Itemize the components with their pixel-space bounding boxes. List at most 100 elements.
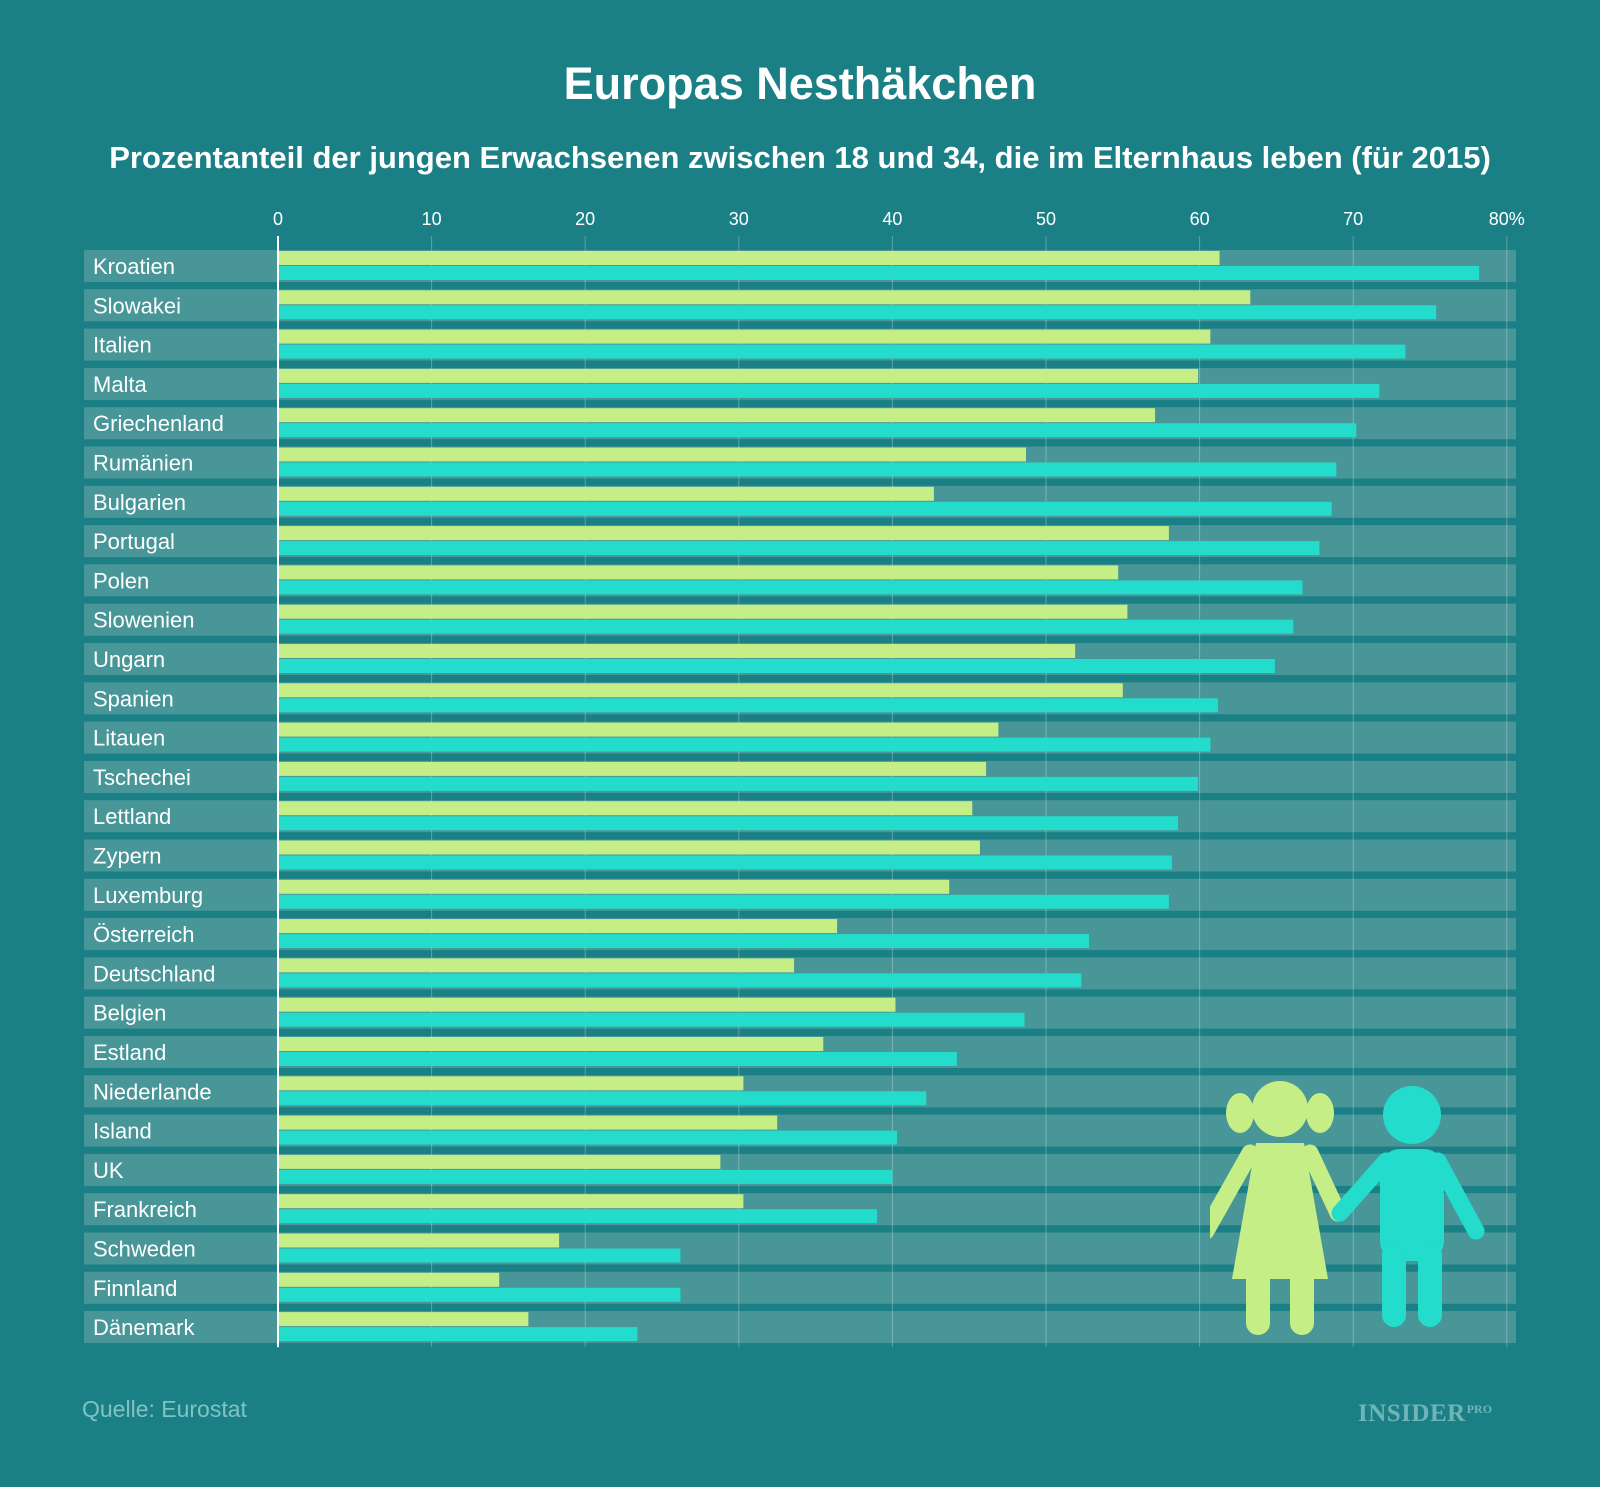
- category-labels: Kroatien Slowakei Italien Malta Griechenland…: [93, 254, 224, 1340]
- category-label: Deutschland: [93, 961, 215, 986]
- category-label: UK: [93, 1158, 124, 1183]
- bar-series-b: [278, 1130, 898, 1145]
- category-label: Tschechei: [93, 765, 191, 790]
- x-tick-label: 40: [882, 209, 902, 229]
- bar-series-b: [278, 698, 1219, 713]
- category-label: Island: [93, 1119, 152, 1144]
- category-label: Italien: [93, 333, 152, 358]
- bar-series-b: [278, 580, 1303, 595]
- x-tick-label: 80%: [1489, 209, 1525, 229]
- bar-series-a: [278, 526, 1169, 541]
- bar-series-a: [278, 408, 1156, 423]
- bar-series-a: [278, 879, 950, 894]
- category-label: Luxemburg: [93, 883, 203, 908]
- bar-series-b: [278, 383, 1380, 398]
- bar-series-b: [278, 305, 1437, 320]
- category-label: Bulgarien: [93, 490, 186, 515]
- x-tick-label: 50: [1036, 209, 1056, 229]
- category-label: Finnland: [93, 1276, 177, 1301]
- bar-series-b: [278, 816, 1179, 831]
- bar-series-a: [278, 1115, 778, 1130]
- bar-series-b: [278, 934, 1090, 949]
- bar-series-a: [278, 251, 1220, 265]
- bar-series-a: [278, 329, 1211, 344]
- bar-series-a: [278, 565, 1119, 580]
- bar-series-a: [278, 1154, 721, 1169]
- chart-subtitle: Prozentanteil der jungen Erwachsenen zwi…: [109, 140, 1491, 175]
- category-label: Griechenland: [93, 411, 224, 436]
- bar-series-b: [278, 1209, 878, 1224]
- bar-series-b: [278, 541, 1320, 556]
- chart-title: Europas Nesthäkchen: [563, 58, 1037, 109]
- axis-tick-labels: 0 10 20 30 40 50 60 70 80%: [273, 209, 1525, 229]
- x-tick-label: 20: [575, 209, 595, 229]
- bar-series-a: [278, 761, 987, 776]
- bar-series-b: [278, 501, 1332, 516]
- bar-series-b: [278, 1091, 927, 1106]
- bar-series-b: [278, 1327, 638, 1342]
- bar-series-b: [278, 973, 1082, 988]
- bar-series-a: [278, 1194, 744, 1209]
- category-label: Ungarn: [93, 647, 165, 672]
- category-label: Slowenien: [93, 608, 195, 633]
- bar-series-a: [278, 997, 896, 1012]
- category-label: Kroatien: [93, 254, 175, 279]
- bar-series-b: [278, 423, 1357, 438]
- category-label: Lettland: [93, 804, 171, 829]
- bar-series-b: [278, 619, 1294, 634]
- bar-series-a: [278, 919, 838, 934]
- x-tick-label: 0: [273, 209, 283, 229]
- category-label: Slowakei: [93, 293, 181, 318]
- bar-series-a: [278, 722, 999, 737]
- x-tick-label: 30: [729, 209, 749, 229]
- bars: [278, 251, 1480, 1342]
- category-label: Belgien: [93, 1001, 166, 1026]
- category-label: Zypern: [93, 844, 161, 869]
- category-label: Österreich: [93, 922, 194, 947]
- bar-series-a: [278, 958, 795, 973]
- category-label: Spanien: [93, 686, 174, 711]
- bar-series-b: [278, 1052, 957, 1066]
- bar-series-b: [278, 776, 1199, 791]
- bar-series-a: [278, 486, 934, 501]
- category-label: Frankreich: [93, 1197, 197, 1222]
- bar-series-b: [278, 1287, 681, 1302]
- bar-series-a: [278, 1037, 824, 1051]
- bar-series-b: [278, 1248, 681, 1263]
- bar-series-b: [278, 855, 1172, 870]
- bar-series-b: [278, 894, 1169, 909]
- source-note: Quelle: Eurostat: [82, 1396, 247, 1422]
- bar-series-a: [278, 644, 1076, 658]
- category-label: Malta: [93, 372, 148, 397]
- x-tick-label: 10: [422, 209, 442, 229]
- bar-series-a: [278, 447, 1027, 462]
- brand-name: INSIDER: [1358, 1400, 1466, 1427]
- bar-series-a: [278, 290, 1251, 305]
- bar-series-a: [278, 801, 973, 816]
- x-tick-label: 60: [1190, 209, 1210, 229]
- category-label: Niederlande: [93, 1079, 212, 1104]
- brand-logo: INSIDERPRO: [1358, 1400, 1492, 1428]
- category-label: Portugal: [93, 529, 175, 554]
- bar-series-a: [278, 683, 1123, 698]
- bar-series-a: [278, 1312, 529, 1327]
- category-label: Polen: [93, 568, 149, 593]
- category-label: Litauen: [93, 726, 165, 751]
- bar-series-a: [278, 368, 1199, 383]
- bar-series-a: [278, 1272, 500, 1287]
- bar-series-b: [278, 737, 1211, 752]
- girl-figure: [1210, 1081, 1347, 1335]
- bar-series-b: [278, 344, 1406, 359]
- bar-series-b: [278, 462, 1337, 477]
- bar-series-a: [278, 1233, 560, 1248]
- bar-series-a: [278, 1076, 744, 1091]
- category-label: Schweden: [93, 1237, 196, 1262]
- bar-series-b: [278, 1012, 1025, 1027]
- bar-series-b: [278, 266, 1480, 280]
- bar-series-a: [278, 604, 1128, 619]
- brand-suffix: PRO: [1466, 1402, 1493, 1416]
- category-label: Estland: [93, 1040, 166, 1065]
- x-tick-label: 70: [1343, 209, 1363, 229]
- children-icon: [1210, 1081, 1485, 1335]
- bar-series-b: [278, 659, 1275, 673]
